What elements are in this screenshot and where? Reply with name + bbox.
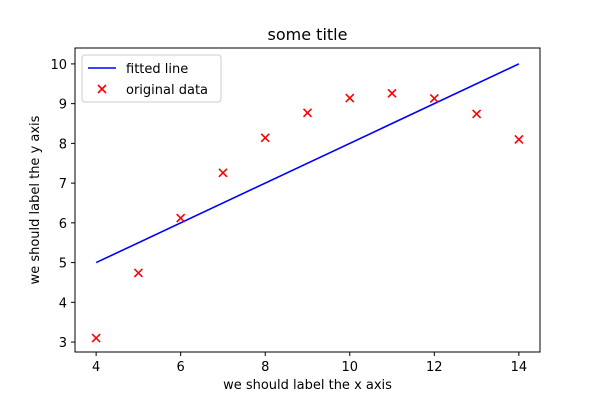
chart-title: some title bbox=[268, 25, 348, 44]
data-point-8 bbox=[429, 93, 439, 104]
y-tick-label-3: 6 bbox=[59, 217, 67, 232]
plot-area: 4 6 8 10 12 14 3 4 5 6 7 8 9 10 bbox=[50, 47, 541, 375]
x-axis-label: we should label the x axis bbox=[223, 378, 392, 393]
legend-box bbox=[81, 54, 222, 103]
x-tick-label-5: 14 bbox=[511, 360, 528, 375]
data-point-3 bbox=[218, 168, 228, 178]
y-tick-label-4: 7 bbox=[59, 177, 67, 192]
y-tick-label-1: 4 bbox=[59, 296, 67, 311]
legend-label-0: fitted line bbox=[126, 62, 188, 77]
legend-entry-0: fitted line bbox=[88, 62, 188, 77]
series-line-0 bbox=[95, 63, 520, 264]
legend-label-1: original data bbox=[126, 83, 208, 98]
data-point-9 bbox=[472, 109, 482, 119]
data-point-6 bbox=[345, 93, 355, 103]
y-tick-label-2: 5 bbox=[59, 257, 67, 272]
x-tick-label-3: 10 bbox=[341, 360, 358, 375]
x-tick-label-2: 8 bbox=[261, 360, 269, 375]
legend-entry-1: original data bbox=[97, 83, 208, 98]
data-point-0 bbox=[91, 333, 101, 343]
data-point-10 bbox=[514, 134, 524, 144]
data-point-1 bbox=[133, 268, 143, 278]
data-point-4 bbox=[260, 133, 270, 143]
y-tick-label-5: 8 bbox=[59, 137, 67, 152]
x-tick-label-4: 12 bbox=[426, 360, 443, 375]
axes-frame bbox=[74, 47, 541, 353]
y-axis-label: we should label the y axis bbox=[28, 115, 43, 284]
y-tick-label-6: 9 bbox=[59, 98, 67, 113]
x-tick-label-1: 6 bbox=[177, 360, 185, 375]
data-point-7 bbox=[387, 88, 397, 98]
data-point-5 bbox=[302, 108, 313, 118]
y-tick-label-0: 3 bbox=[59, 336, 67, 351]
data-point-2 bbox=[176, 213, 186, 223]
legend: fitted line original data bbox=[81, 54, 222, 103]
x-tick-label-0: 4 bbox=[92, 360, 100, 375]
y-tick-label-7: 10 bbox=[50, 58, 67, 73]
